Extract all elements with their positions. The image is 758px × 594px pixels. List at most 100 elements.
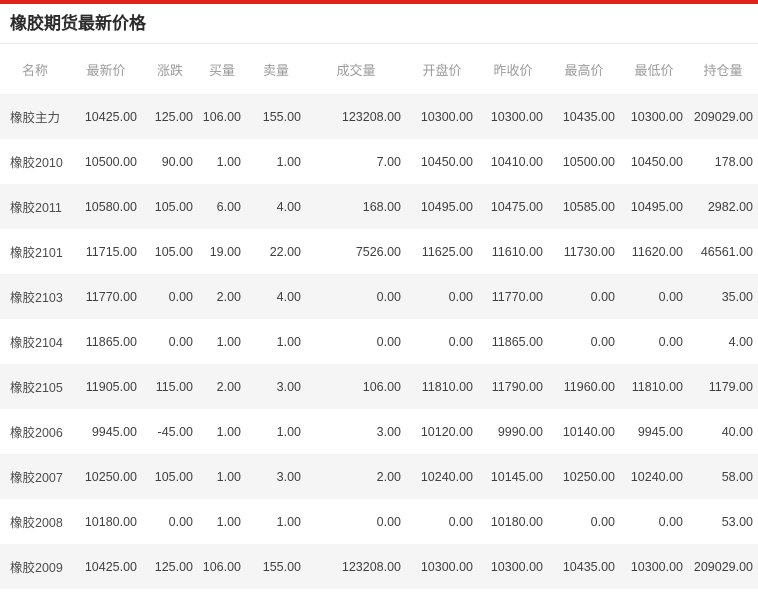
column-header-open-interest: 持仓量 <box>703 62 743 78</box>
cell-low-price: 10495.00 <box>630 199 683 214</box>
cell-open-price: 10300.00 <box>420 559 473 574</box>
cell-volume: 123208.00 <box>341 109 401 124</box>
cell-latest-price: 11715.00 <box>85 244 137 259</box>
cell-prev-close: 10300.00 <box>490 109 543 124</box>
cell-volume: 2.00 <box>376 469 401 484</box>
cell-latest-price: 11770.00 <box>85 289 137 304</box>
column-header-latest-price: 最新价 <box>86 62 126 78</box>
cell-volume: 0.00 <box>376 514 401 529</box>
cell-name: 橡胶2104 <box>10 336 63 350</box>
cell-name: 橡胶2010 <box>10 156 63 170</box>
cell-buy-volume: 19.00 <box>209 244 241 259</box>
cell-latest-price: 11905.00 <box>85 379 137 394</box>
cell-volume: 3.00 <box>376 424 401 439</box>
cell-latest-price: 10425.00 <box>84 109 137 124</box>
cell-buy-volume: 1.00 <box>216 334 241 349</box>
cell-open-interest: 35.00 <box>721 289 753 304</box>
cell-open-price: 10300.00 <box>420 109 473 124</box>
table-row: 橡胶2101 11715.00 105.00 19.00 22.00 7526.00 116… <box>0 229 758 274</box>
cell-buy-volume: 1.00 <box>216 424 241 439</box>
cell-name: 橡胶2101 <box>10 246 63 260</box>
cell-open-price: 0.00 <box>448 289 473 304</box>
cell-high-price: 10435.00 <box>562 559 615 574</box>
cell-volume: 0.00 <box>376 334 401 349</box>
cell-low-price: 9945.00 <box>637 424 683 439</box>
cell-open-price: 10450.00 <box>420 154 473 169</box>
table-row: 橡胶2103 11770.00 0.00 2.00 4.00 0.00 0.00 11770.… <box>0 274 758 319</box>
cell-buy-volume: 2.00 <box>216 289 241 304</box>
cell-change: 115.00 <box>155 379 193 394</box>
cell-open-interest: 2982.00 <box>707 199 753 214</box>
cell-prev-close: 11610.00 <box>491 244 543 259</box>
cell-buy-volume: 6.00 <box>216 199 241 214</box>
cell-latest-price: 9945.00 <box>91 424 137 439</box>
cell-low-price: 11810.00 <box>631 379 683 394</box>
cell-high-price: 0.00 <box>590 289 615 304</box>
cell-low-price: 0.00 <box>658 514 683 529</box>
cell-high-price: 0.00 <box>590 334 615 349</box>
table-header-row: 名称 最新价 涨跌 买量 卖量 成交量 开盘价 昨收价 最高价 最低价 持仓量 <box>0 44 758 94</box>
cell-change: 105.00 <box>154 469 193 484</box>
cell-volume: 7.00 <box>376 154 401 169</box>
cell-sell-volume: 155.00 <box>262 559 301 574</box>
table-row: 橡胶2009 10425.00 125.00 106.00 155.00 123208.0… <box>0 544 758 589</box>
cell-volume: 123208.00 <box>341 559 401 574</box>
cell-open-interest: 209029.00 <box>693 559 753 574</box>
cell-prev-close: 11865.00 <box>491 334 543 349</box>
column-header-name: 名称 <box>21 62 48 78</box>
table-row: 橡胶2007 10250.00 105.00 1.00 3.00 2.00 10240.00… <box>0 454 758 499</box>
cell-open-interest: 209029.00 <box>693 109 753 124</box>
cell-low-price: 0.00 <box>658 334 683 349</box>
cell-volume: 168.00 <box>362 199 401 214</box>
cell-open-price: 0.00 <box>448 514 473 529</box>
cell-latest-price: 11865.00 <box>85 334 137 349</box>
cell-high-price: 0.00 <box>590 514 615 529</box>
cell-sell-volume: 4.00 <box>276 199 301 214</box>
cell-change: 90.00 <box>161 154 193 169</box>
cell-sell-volume: 4.00 <box>276 289 301 304</box>
cell-open-interest: 40.00 <box>721 424 753 439</box>
cell-sell-volume: 1.00 <box>276 334 301 349</box>
cell-latest-price: 10500.00 <box>84 154 137 169</box>
cell-prev-close: 10145.00 <box>490 469 543 484</box>
cell-high-price: 10500.00 <box>562 154 615 169</box>
cell-change: 0.00 <box>168 334 193 349</box>
cell-name: 橡胶2009 <box>10 561 63 575</box>
cell-open-price: 10240.00 <box>420 469 473 484</box>
column-header-volume: 成交量 <box>336 62 376 78</box>
cell-prev-close: 11790.00 <box>491 379 543 394</box>
cell-buy-volume: 2.00 <box>216 379 241 394</box>
cell-open-price: 0.00 <box>448 334 473 349</box>
cell-low-price: 11620.00 <box>631 244 683 259</box>
cell-volume: 7526.00 <box>355 244 401 259</box>
cell-prev-close: 10475.00 <box>490 199 543 214</box>
cell-high-price: 10585.00 <box>562 199 615 214</box>
cell-name: 橡胶2007 <box>10 471 63 485</box>
cell-prev-close: 10180.00 <box>490 514 543 529</box>
cell-buy-volume: 106.00 <box>202 559 241 574</box>
cell-change: 105.00 <box>154 244 193 259</box>
cell-change: 125.00 <box>154 109 193 124</box>
cell-low-price: 10450.00 <box>630 154 683 169</box>
column-header-sell-volume: 卖量 <box>262 62 289 78</box>
cell-name: 橡胶2011 <box>10 201 62 215</box>
cell-latest-price: 10580.00 <box>84 199 137 214</box>
accent-top-bar <box>0 0 758 4</box>
cell-open-interest: 1179.00 <box>708 379 753 394</box>
cell-name: 橡胶2006 <box>10 426 63 440</box>
table-row: 橡胶2105 11905.00 115.00 2.00 3.00 106.00 11810.… <box>0 364 758 409</box>
cell-buy-volume: 106.00 <box>202 109 241 124</box>
cell-open-price: 11810.00 <box>421 379 473 394</box>
cell-change: 125.00 <box>154 559 193 574</box>
cell-sell-volume: 155.00 <box>262 109 301 124</box>
cell-prev-close: 9990.00 <box>497 424 543 439</box>
cell-latest-price: 10250.00 <box>84 469 137 484</box>
futures-price-table: 名称 最新价 涨跌 买量 卖量 成交量 开盘价 昨收价 最高价 最低价 持仓量 橡胶主力 10425.… <box>0 44 758 589</box>
cell-high-price: 11730.00 <box>563 244 615 259</box>
cell-name: 橡胶2008 <box>10 516 63 530</box>
cell-open-price: 11625.00 <box>421 244 473 259</box>
cell-open-interest: 53.00 <box>721 514 753 529</box>
cell-name: 橡胶2105 <box>10 381 63 395</box>
cell-name: 橡胶主力 <box>10 111 61 125</box>
